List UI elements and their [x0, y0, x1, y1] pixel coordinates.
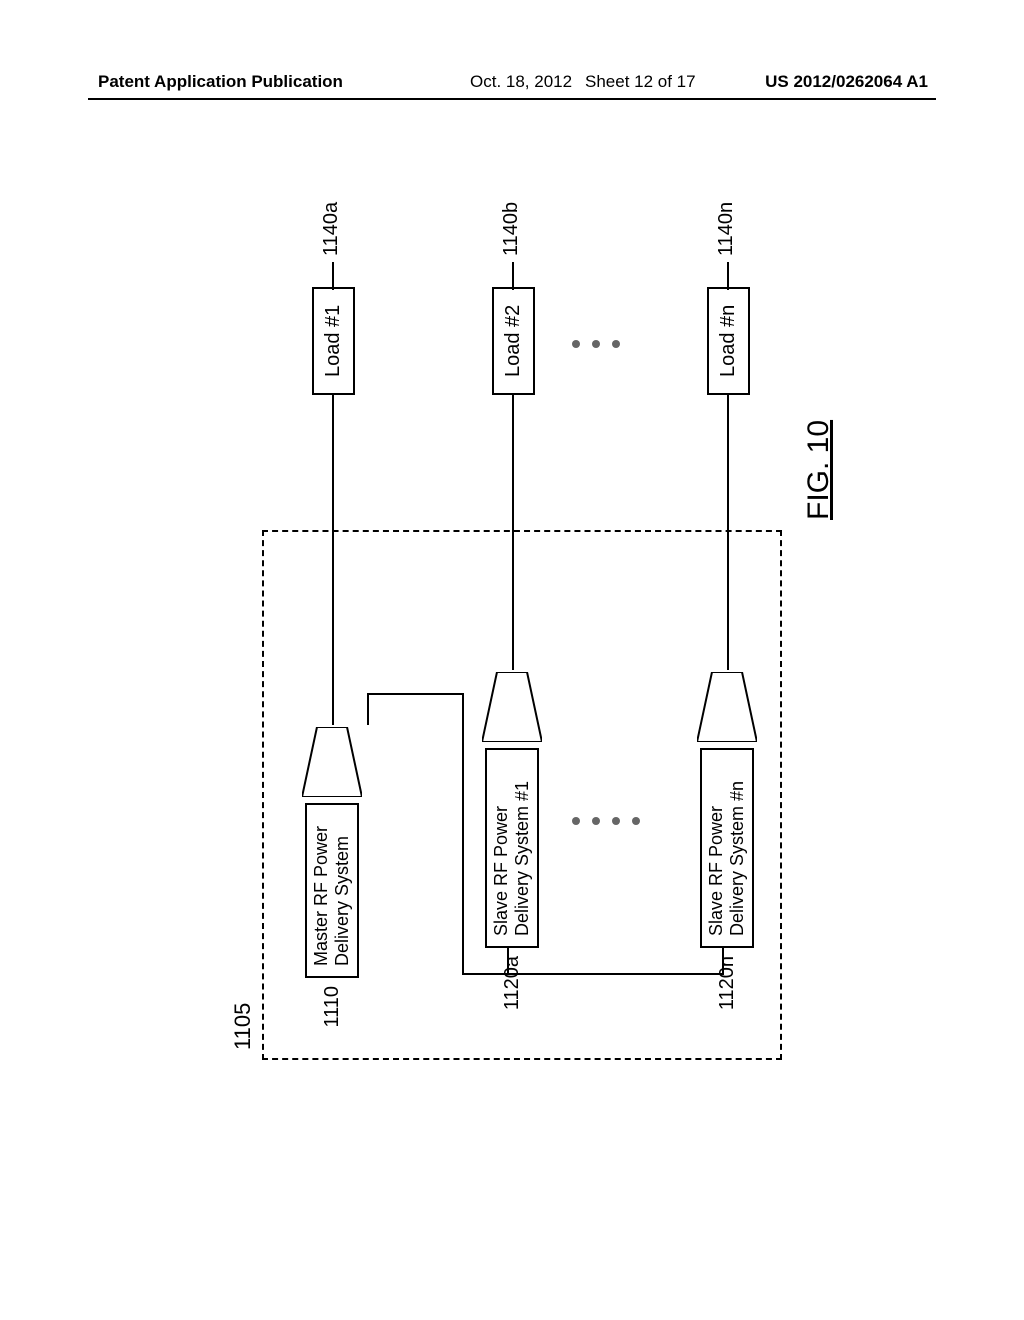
- slaven-rf-block: 1120n Slave RF Power Delivery System #n: [697, 672, 757, 1020]
- slave1-rf-box: Slave RF Power Delivery System #1: [485, 748, 539, 948]
- loadn-ref: 1140n: [715, 202, 738, 256]
- figure-caption: FIG. 10: [802, 420, 836, 520]
- dot-icon: [612, 817, 620, 825]
- slave1-line1: Slave RF Power: [491, 760, 512, 936]
- header-sheet: Sheet 12 of 17: [585, 72, 696, 92]
- wire-slave1-to-load2: [512, 395, 514, 670]
- dot-icon: [612, 340, 620, 348]
- dot-icon: [592, 340, 600, 348]
- dot-icon: [632, 817, 640, 825]
- master-ref: 1110: [321, 978, 344, 1050]
- load1-ref-lead: [332, 262, 334, 290]
- loadn-label: Load #n: [717, 305, 739, 377]
- load2-label: Load #2: [502, 305, 524, 377]
- page-header: Patent Application Publication Oct. 18, …: [0, 72, 1024, 98]
- header-rule: [88, 98, 936, 100]
- wire-slaven-to-loadn: [727, 395, 729, 670]
- load1-ref: 1140a: [320, 202, 343, 256]
- load1-box: Load #1: [312, 287, 355, 395]
- wire-master-branch-v: [367, 693, 462, 695]
- ellipsis-slaves: [572, 817, 640, 825]
- loadn-box: Load #n: [707, 287, 750, 395]
- load2-ref: 1140b: [500, 202, 523, 256]
- slave1-rf-block: 1120a Slave RF Power Delivery System #1: [482, 672, 542, 1020]
- dot-icon: [572, 817, 580, 825]
- load1-label: Load #1: [322, 305, 344, 377]
- header-date: Oct. 18, 2012: [470, 72, 572, 92]
- wire-master-branch-h: [367, 695, 369, 725]
- page: Patent Application Publication Oct. 18, …: [0, 0, 1024, 1320]
- slaven-ref: 1120n: [716, 948, 739, 1020]
- load2-box: Load #2: [492, 287, 535, 395]
- slave1-amp-icon: [482, 672, 542, 742]
- load2-ref-lead: [512, 262, 514, 290]
- figure-10: 1105 1110 Master RF Power Delivery Syste…: [142, 120, 882, 1080]
- master-line2: Delivery System: [332, 815, 353, 966]
- header-publication-label: Patent Application Publication: [98, 72, 343, 92]
- slaven-line2: Delivery System #n: [727, 760, 748, 936]
- header-pubno: US 2012/0262064 A1: [765, 72, 928, 92]
- slaven-amp-icon: [697, 672, 757, 742]
- master-amp-icon: [302, 727, 362, 797]
- slaven-rf-box: Slave RF Power Delivery System #n: [700, 748, 754, 948]
- wire-bus-top: [462, 693, 464, 975]
- wire-master-to-load1: [332, 395, 334, 725]
- loadn-ref-lead: [727, 262, 729, 290]
- slaven-line1: Slave RF Power: [706, 760, 727, 936]
- slave1-line2: Delivery System #1: [512, 760, 533, 936]
- ellipsis-loads: [572, 340, 620, 348]
- master-rf-block: 1110 Master RF Power Delivery System: [302, 727, 362, 1050]
- dot-icon: [592, 817, 600, 825]
- system-ref-1105: 1105: [230, 1003, 256, 1050]
- master-line1: Master RF Power: [311, 815, 332, 966]
- master-rf-box: Master RF Power Delivery System: [305, 803, 359, 978]
- slave1-ref: 1120a: [501, 948, 524, 1020]
- dot-icon: [572, 340, 580, 348]
